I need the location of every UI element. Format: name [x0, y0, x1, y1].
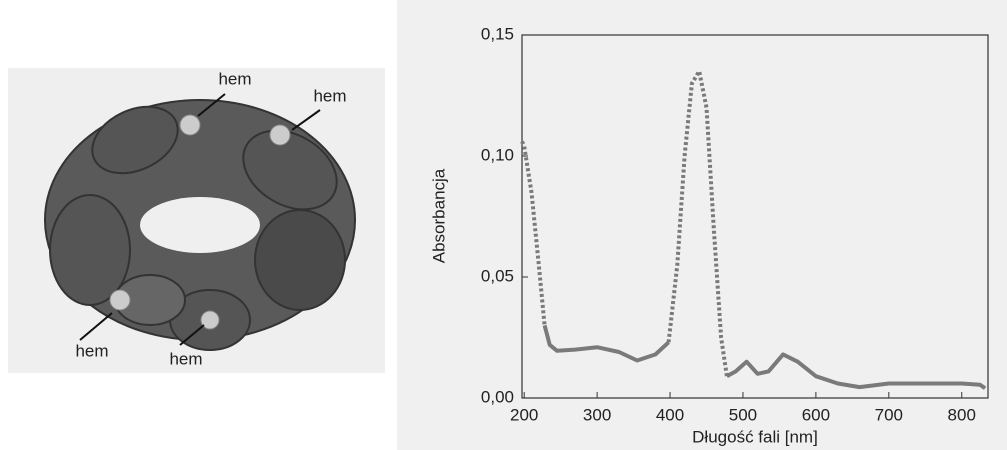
x-tick-label: 200 — [510, 405, 538, 424]
label: hem — [75, 341, 108, 360]
y-tick-label: 0,10 — [481, 145, 514, 164]
x-tick-label: 500 — [729, 405, 757, 424]
label: hem — [169, 349, 202, 368]
x-tick-label: 600 — [802, 405, 830, 424]
x-tick-label: 700 — [875, 405, 903, 424]
chart-panel — [397, 0, 1007, 450]
y-tick-label: 0,15 — [481, 24, 514, 43]
x-tick-label: 300 — [583, 405, 611, 424]
spectrum-line — [520, 69, 729, 377]
plot-frame — [521, 34, 989, 399]
y-tick-label: 0,05 — [481, 266, 514, 285]
x-tick-label: 400 — [656, 405, 684, 424]
label: hem — [313, 86, 346, 105]
x-axis-label: Długość fali [nm] — [692, 427, 818, 446]
x-tick-label: 800 — [948, 405, 976, 424]
y-tick-label: 0,00 — [481, 387, 514, 406]
arrows — [79, 93, 321, 346]
y-axis-label: Absorbancja — [429, 168, 448, 263]
heme-groups — [109, 114, 291, 330]
spectrum-line — [542, 324, 987, 390]
label: hem — [218, 69, 251, 88]
